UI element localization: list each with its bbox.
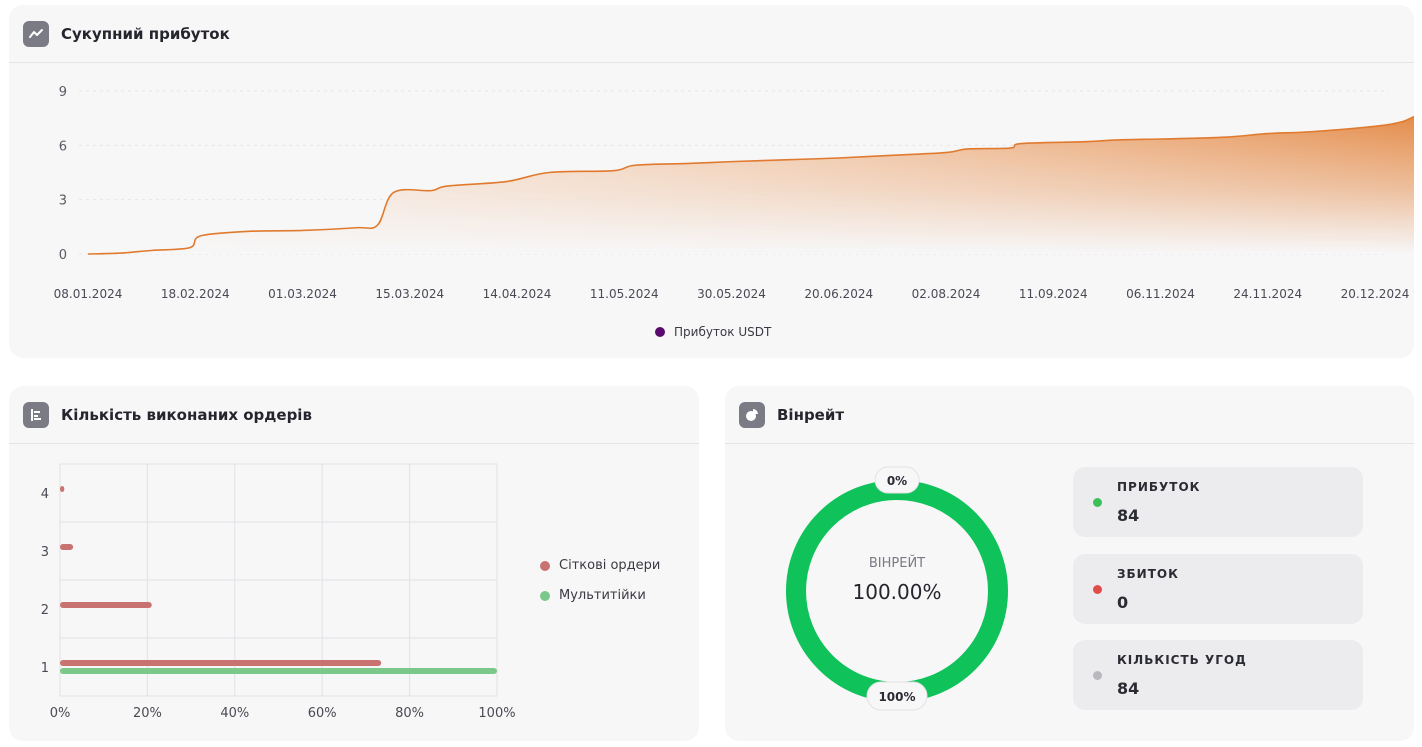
trend-line-icon [23,20,49,47]
donut-center-value: 100.00% [853,580,942,604]
x-tick-label: 40% [220,706,249,721]
legend-dot [540,560,550,571]
x-tick-label: 24.11.2024 [1233,287,1302,301]
x-tick-label: 80% [395,706,424,721]
x-tick-label: 20.06.2024 [804,287,873,301]
legend-item-grid-orders[interactable]: Сіткові ордери [540,558,660,573]
legend-label: Мультитійки [559,588,646,603]
donut-center-label: ВІНРЕЙТ [869,555,925,571]
card-title: Вінрейт [777,405,845,424]
stat-value: 0 [1117,593,1129,612]
svg-text:0%: 0% [887,474,907,488]
y-tick-label: 3 [59,194,67,209]
y-tick-label: 1 [41,661,49,676]
x-tick-label: 20% [133,706,162,721]
legend-label: Прибуток USDT [674,325,772,339]
x-tick-label: 08.01.2024 [54,287,123,301]
x-tick-label: 14.04.2024 [483,287,552,301]
stat-value: 84 [1117,506,1140,525]
stat-label: КІЛЬКІСТЬ УГОД [1117,653,1247,667]
area-fade [88,116,1414,254]
legend-dot [540,590,550,601]
legend-item-multitakes[interactable]: Мультитійки [540,588,646,603]
winrate-card: Вінрейт ВІНРЕЙТ 100.00% 0% 100% ПРИБУТОК… [725,386,1414,741]
x-tick-label: 0% [50,706,71,721]
stat-label: ПРИБУТОК [1117,480,1201,494]
x-tick-label: 60% [308,706,337,721]
y-tick-label: 9 [59,85,67,100]
legend-dot [655,327,665,337]
series-line [87,115,1414,255]
x-tick-label: 15.03.2024 [375,287,444,301]
winrate-donut: ВІНРЕЙТ 100.00% 0% 100% [786,466,1008,711]
bar [60,486,65,492]
y-tick-label: 3 [41,545,49,560]
x-tick-label: 01.03.2024 [268,287,337,301]
profit-area-chart: 0 3 6 9 08.01.2024 18.02.2024 01.03.2024 15.03… [54,85,1414,301]
status-dot [1093,498,1102,507]
donut-top-badge: 0% [874,466,920,494]
status-dot [1093,671,1102,680]
profit-legend[interactable]: Прибуток USDT [655,325,771,339]
card-title: Кількість виконаних ордерів [61,405,312,424]
bar [60,660,382,666]
y-tick-label: 0 [59,248,67,263]
x-tick-label: 18.02.2024 [161,287,230,301]
orders-bar-chart: 1 2 3 4 0% 20% 40% 60% 80% 100% [41,463,516,721]
y-tick-label: 4 [41,487,49,502]
x-tick-label: 11.09.2024 [1019,287,1088,301]
card-header: Кількість виконаних ордерів [9,386,699,444]
y-tick-label: 2 [41,603,49,618]
stat-profit: ПРИБУТОК 84 [1073,467,1363,537]
stat-loss: ЗБИТОК 0 [1073,554,1363,624]
status-dot [1093,585,1102,594]
x-tick-label: 20.12.2024 [1341,287,1410,301]
x-tick-label: 100% [478,706,515,721]
x-tick-label: 11.05.2024 [590,287,659,301]
bar [60,668,497,674]
bar [60,602,152,608]
cumulative-profit-card: Сукупний прибуток 0 3 6 9 08.01.2024 18.02.2… [9,5,1414,358]
stat-label: ЗБИТОК [1117,567,1179,581]
stat-trades-count: КІЛЬКІСТЬ УГОД 84 [1073,640,1363,710]
bar-list-icon [23,401,49,428]
x-tick-label: 02.08.2024 [912,287,981,301]
executed-orders-card: Кількість виконаних ордерів 1 2 3 4 0% 20% 40… [9,386,699,741]
bar [60,544,74,550]
pie-chart-icon [739,401,765,428]
legend-label: Сіткові ордери [559,558,661,573]
svg-text:100%: 100% [878,690,915,704]
x-tick-label: 06.11.2024 [1126,287,1195,301]
y-tick-label: 6 [59,139,67,154]
card-header: Вінрейт [725,386,1414,444]
card-title: Сукупний прибуток [61,24,230,43]
stat-value: 84 [1117,679,1140,698]
donut-bottom-badge: 100% [866,681,928,711]
x-tick-label: 30.05.2024 [697,287,766,301]
card-header: Сукупний прибуток [9,5,1414,63]
